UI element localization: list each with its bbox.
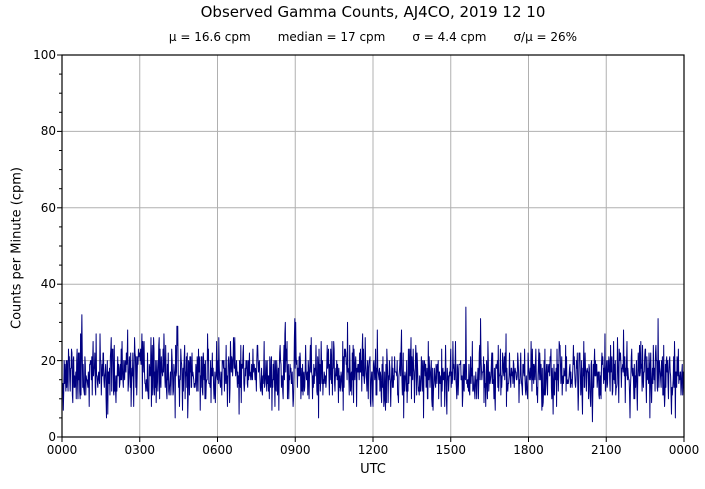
stat-median: median = 17 cpm: [277, 30, 386, 44]
chart-title: Observed Gamma Counts, AJ4CO, 2019 12 10: [200, 3, 546, 21]
chart-stats-line: μ = 16.6 cpm median = 17 cpm σ = 4.4 cpm…: [62, 30, 684, 44]
gamma-counts-series: [61, 306, 685, 423]
x-axis-label: UTC: [360, 462, 386, 477]
stat-mean: μ = 16.6 cpm: [168, 30, 251, 44]
plot-frame: [61, 54, 685, 438]
stat-sigma-mu-ratio: σ/μ = 26%: [513, 30, 578, 44]
stat-sigma: σ = 4.4 cpm: [412, 30, 487, 44]
